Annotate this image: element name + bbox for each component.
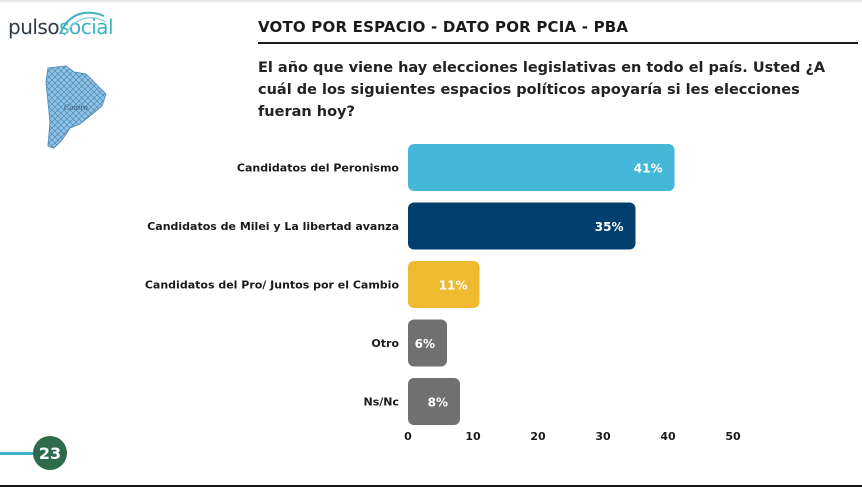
category-label: Candidatos del Peronismo xyxy=(237,162,400,175)
data-label: 11% xyxy=(439,279,468,293)
x-tick-label: 0 xyxy=(404,430,412,443)
category-label: Candidatos del Pro/ Juntos por el Cambio xyxy=(145,279,400,292)
title-rule xyxy=(258,42,858,44)
page-accent-line xyxy=(0,452,34,455)
x-tick-label: 30 xyxy=(595,430,611,443)
category-label: Candidatos de Milei y La libertad avanza xyxy=(147,220,399,233)
data-label: 8% xyxy=(428,396,448,410)
bar xyxy=(408,202,636,250)
bar xyxy=(408,261,480,308)
map-label: Caniro xyxy=(64,104,88,112)
survey-question: El año que viene hay elecciones legislat… xyxy=(258,60,826,120)
brand-logo: pulsosocial xyxy=(8,15,114,45)
bar-chart: Candidatos del Peronismo 41% Candidatos de… xyxy=(145,144,741,443)
page-title: VOTO POR ESPACIO - DATO POR PCIA - PBA xyxy=(258,18,629,36)
x-tick-label: 40 xyxy=(660,430,676,443)
bottom-border xyxy=(0,485,862,487)
top-border xyxy=(0,0,862,2)
page-number-badge: 23 xyxy=(33,436,67,470)
data-label: 41% xyxy=(634,162,663,176)
province-map-icon: Caniro xyxy=(45,65,107,149)
category-label: Otro xyxy=(371,337,399,350)
bar xyxy=(408,378,460,425)
logo-word-pulso: pulso xyxy=(8,15,60,39)
data-label: 35% xyxy=(595,220,624,234)
x-tick-label: 50 xyxy=(725,430,741,443)
logo-word-social: social xyxy=(59,15,114,39)
logo-swirl-icon xyxy=(59,11,107,37)
x-tick-label: 10 xyxy=(465,430,481,443)
bar xyxy=(408,144,675,191)
category-label: Ns/Nc xyxy=(364,396,400,409)
bar xyxy=(408,319,447,367)
x-tick-label: 20 xyxy=(530,430,546,443)
data-label: 6% xyxy=(415,337,435,351)
